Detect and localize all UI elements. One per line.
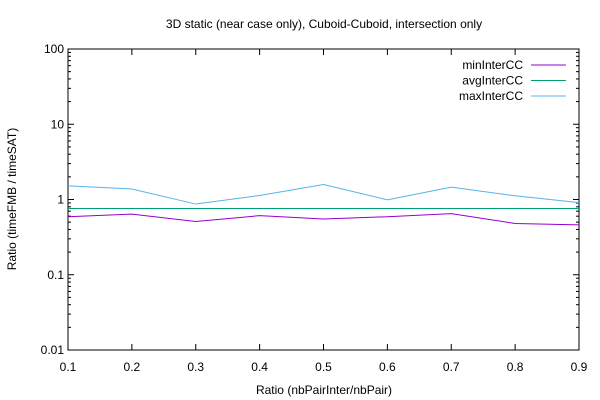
y-tick-label: 100: [44, 42, 64, 56]
series-lines: [67, 184, 580, 226]
x-tick-label: 0.6: [379, 360, 396, 374]
x-tick-label: 0.3: [187, 360, 204, 374]
y-axis-label: Ratio (timeFMB / timeSAT): [5, 128, 19, 270]
axis-ticks: 0.1 0.2 0.3 0.4 0.5 0.6 0.7 0.8 0.9 0.01 0.1 1 10 100: [41, 42, 588, 374]
x-tick-label: 0.1: [60, 360, 77, 374]
x-tick-label: 0.7: [443, 360, 460, 374]
x-tick-label: 0.8: [507, 360, 524, 374]
y-tick-label: 0.1: [47, 268, 64, 282]
legend-label: maxInterCC: [459, 89, 523, 103]
series-line-minInterCC: [67, 213, 580, 226]
legend-label: minInterCC: [462, 58, 523, 72]
y-tick-label: 10: [51, 117, 65, 131]
x-tick-label: 0.4: [251, 360, 268, 374]
legend-label: avgInterCC: [462, 74, 523, 88]
x-tick-label: 0.5: [315, 360, 332, 374]
x-tick-label: 0.2: [124, 360, 141, 374]
series-line-maxInterCC: [67, 184, 580, 205]
x-tick-label: 0.9: [571, 360, 588, 374]
chart-title: 3D static (near case only), Cuboid-Cuboi…: [166, 17, 482, 31]
y-tick-label: 1: [57, 193, 64, 207]
x-axis-label: Ratio (nbPairInter/nbPair): [256, 383, 392, 397]
y-tick-label: 0.01: [41, 343, 65, 357]
